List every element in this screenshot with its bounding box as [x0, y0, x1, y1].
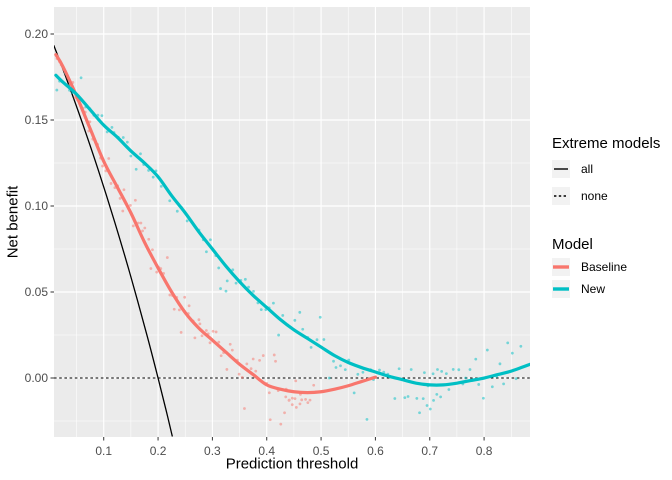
y-tick-label: 0.20 — [24, 27, 48, 41]
new-line-key-icon — [552, 280, 570, 298]
legend-extreme-models: Extreme models all none — [552, 135, 670, 214]
dashed-line-key-icon — [552, 187, 570, 205]
panel-background — [54, 7, 530, 437]
y-tick-label: 0.15 — [24, 113, 48, 127]
x-tick-label: 0.8 — [475, 444, 493, 458]
baseline-line-key-icon — [552, 258, 570, 276]
legend-model: Model Baseline New — [552, 236, 670, 302]
solid-line-key-icon — [552, 160, 570, 178]
x-tick-label: 0.6 — [367, 444, 384, 458]
tick-marks — [50, 33, 485, 441]
y-tick-label: 0.00 — [24, 371, 48, 385]
legend-title-model: Model — [552, 236, 593, 253]
gridlines — [54, 7, 530, 437]
legend-item-new: New — [552, 280, 670, 298]
y-tick-label: 0.10 — [24, 199, 48, 213]
legend-label-all: all — [581, 162, 594, 176]
y-tick-label: 0.05 — [24, 285, 48, 299]
legend-item-none: none — [552, 187, 670, 205]
legend-label-baseline: Baseline — [581, 260, 628, 274]
legend-item-all: all — [552, 160, 670, 178]
x-tick-label: 0.2 — [149, 444, 167, 458]
y-axis-title: Net benefit — [4, 185, 22, 259]
x-tick-label: 0.5 — [312, 444, 330, 458]
x-axis-title: Prediction threshold — [225, 455, 359, 473]
series-new-line — [54, 73, 530, 387]
legend-label-new: New — [581, 282, 606, 296]
series-all-line — [54, 44, 173, 437]
x-tick-label: 0.4 — [258, 444, 276, 458]
plot-content — [54, 44, 530, 437]
series-baseline-line — [54, 53, 378, 395]
x-tick-label: 0.7 — [421, 444, 439, 458]
x-tick-label: 0.3 — [204, 444, 221, 458]
legend-label-none: none — [581, 189, 608, 203]
legend-title-extreme-models: Extreme models — [552, 135, 661, 152]
x-tick-label: 0.1 — [95, 444, 113, 458]
legend-item-baseline: Baseline — [552, 258, 670, 276]
